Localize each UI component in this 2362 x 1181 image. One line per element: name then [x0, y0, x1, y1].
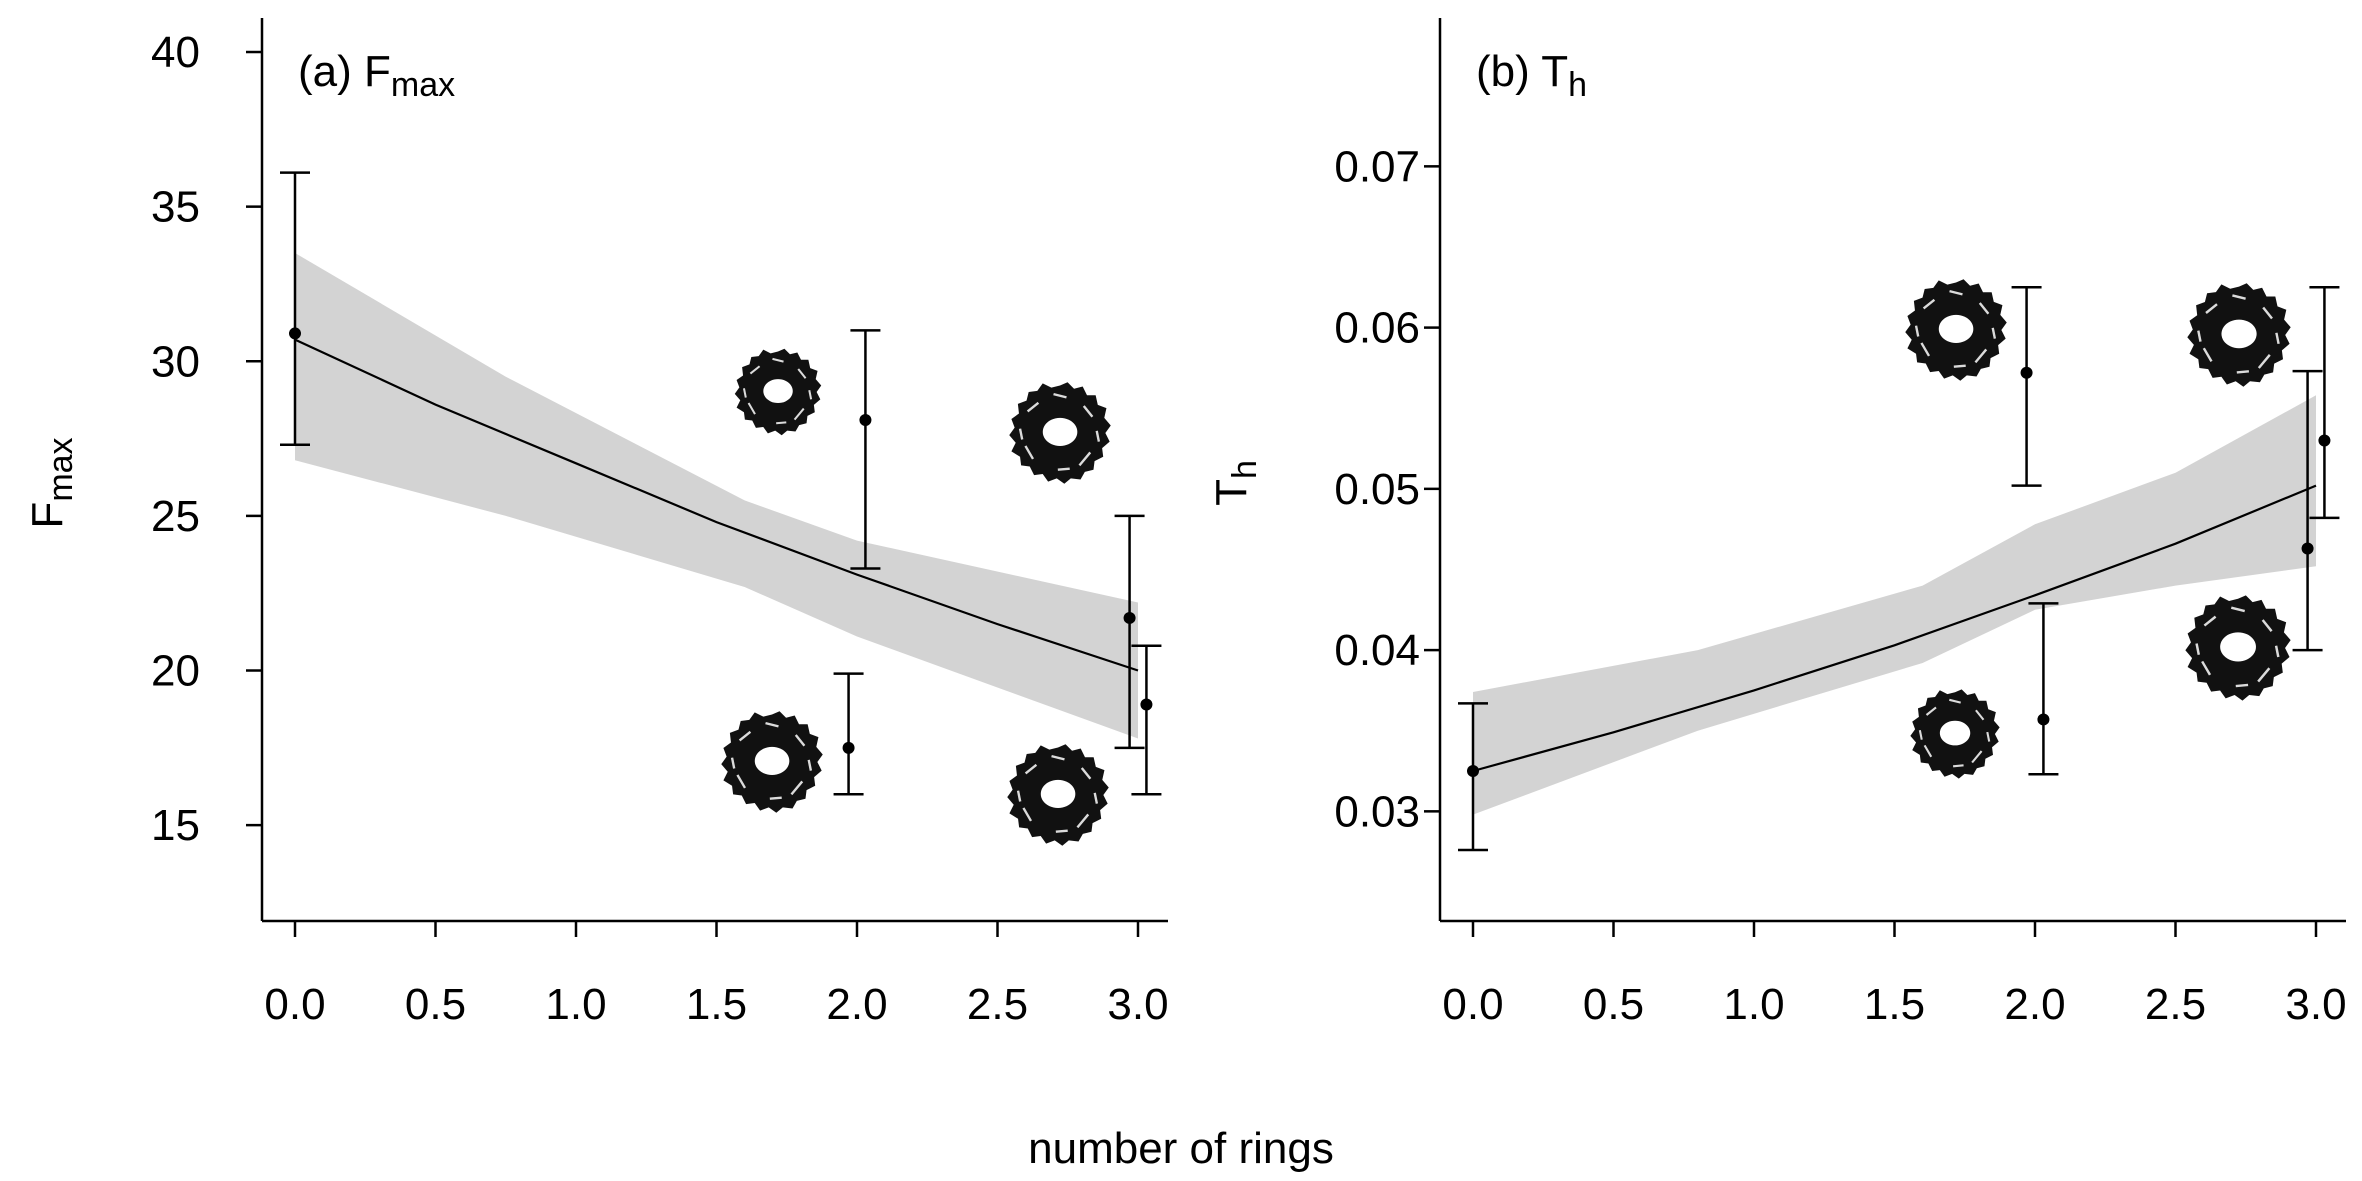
x-tick-label: 0.0 [264, 980, 325, 1029]
y-tick-label: 0.06 [1334, 304, 1420, 353]
data-point [2309, 286, 2340, 520]
x-tick-label: 2.0 [826, 980, 887, 1029]
y-tick-label: 20 [151, 647, 200, 696]
ring-cluster-icon [2186, 282, 2292, 388]
panel-title: (b) Th [1476, 47, 1587, 104]
y-axis-title-subscript: h [1226, 460, 1264, 479]
x-tick-label: 2.5 [2145, 980, 2206, 1029]
point-marker [1467, 765, 1479, 778]
y-axis-title: Th [1207, 460, 1264, 506]
y-tick-label: 0.04 [1334, 626, 1420, 675]
ring-cluster-icon [733, 347, 823, 437]
ring-cluster-icon [720, 710, 824, 814]
confidence-band [1473, 395, 2316, 815]
x-tick-label: 0.5 [405, 980, 466, 1029]
ring-cluster-icon [1904, 278, 2008, 382]
y-tick-label: 0.05 [1334, 465, 1420, 514]
x-tick-label: 1.5 [1864, 980, 1925, 1029]
point-marker [289, 327, 301, 340]
panel-title: (a) Fmax [298, 47, 455, 104]
data-point [2011, 286, 2042, 487]
ring-cluster-icon [1006, 743, 1110, 847]
x-tick-label: 1.0 [545, 980, 606, 1029]
y-tick-label: 30 [151, 337, 200, 386]
y-axis-title: Fmax [23, 437, 80, 528]
y-tick-label: 15 [151, 801, 200, 850]
x-tick-label: 0.0 [1442, 980, 1503, 1029]
point-marker [2037, 713, 2050, 726]
data-point [850, 329, 881, 570]
x-tick-label: 3.0 [1107, 980, 1168, 1029]
panel-title-subscript: max [391, 66, 455, 104]
x-tick-label: 3.0 [2285, 980, 2346, 1029]
confidence-band [295, 253, 1138, 739]
x-tick-label: 0.5 [1583, 980, 1644, 1029]
y-axis-title-main: F [23, 502, 72, 529]
y-axis-title-subscript: max [42, 437, 80, 501]
x-tick-label: 2.5 [967, 980, 1028, 1029]
x-tick-label: 1.5 [686, 980, 747, 1029]
ring-cluster-icon [2184, 594, 2292, 702]
y-tick-label: 0.03 [1334, 787, 1420, 836]
y-axis-title-main: T [1207, 479, 1256, 506]
point-marker [1140, 698, 1153, 711]
x-tick-label: 2.0 [2004, 980, 2065, 1029]
point-marker [859, 414, 872, 427]
ring-cluster-icon [1008, 381, 1112, 485]
y-tick-label: 35 [151, 183, 200, 232]
panel-b: 0.0 0.5 1.0 1.5 2.0 2.5 3.0 0.03 0.04 0.05 0.06 0.0… [1207, 18, 2347, 1029]
fit-line [1472, 484, 2317, 773]
panel-title-main: (a) F [298, 47, 391, 96]
data-point [1458, 702, 1488, 852]
data-point [2292, 369, 2323, 652]
point-marker [2318, 434, 2331, 447]
y-tick-label: 40 [151, 28, 200, 77]
point-marker [842, 741, 855, 754]
y-tick-label: 25 [151, 492, 200, 541]
fit-line [294, 338, 1139, 672]
data-point [833, 672, 864, 796]
y-tick-label: 0.07 [1334, 142, 1420, 191]
point-marker [1123, 611, 1136, 624]
ring-cluster-icon [1909, 688, 2001, 780]
data-point [1131, 644, 1162, 796]
point-marker [2301, 542, 2314, 555]
data-point [280, 171, 310, 447]
point-marker [2020, 366, 2033, 379]
x-axis-title: number of rings [1028, 1124, 1334, 1173]
x-tick-label: 1.0 [1723, 980, 1784, 1029]
panel-title-main: (b) T [1476, 47, 1568, 96]
data-point [2028, 602, 2059, 776]
data-point [1114, 514, 1145, 750]
panel-title-subscript: h [1568, 66, 1587, 104]
